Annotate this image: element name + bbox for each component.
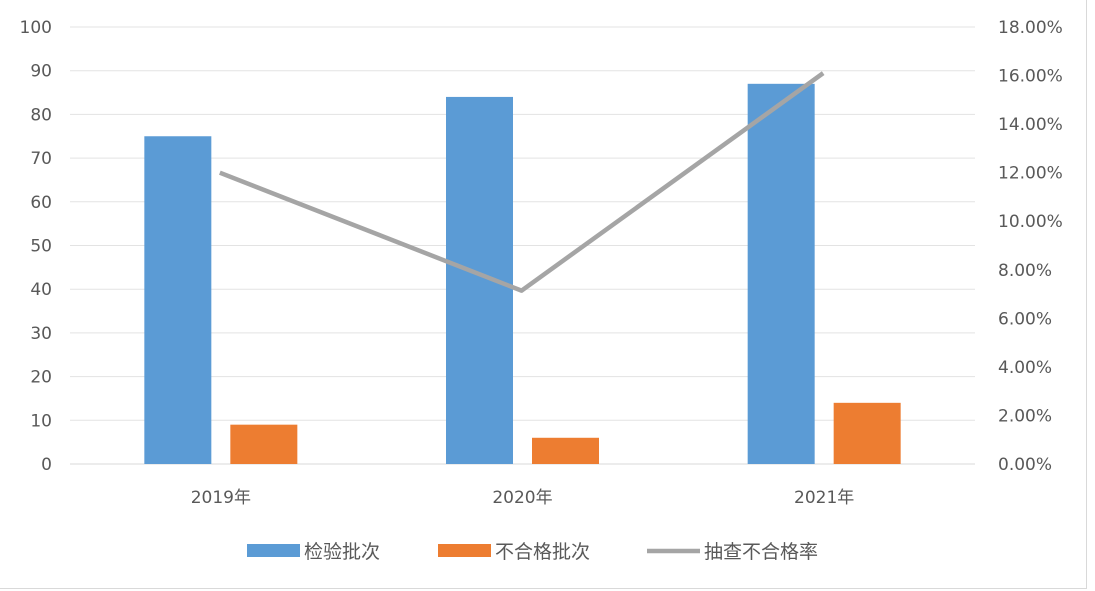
x-tick-label: 2021年 — [794, 488, 854, 508]
y-right-tick-label: 6.00% — [998, 309, 1052, 329]
bar-inspected — [144, 136, 212, 464]
y-left-tick-label: 10 — [30, 411, 52, 431]
y-left-tick-label: 20 — [30, 368, 52, 388]
y-right-tick-label: 14.00% — [998, 115, 1063, 135]
y-right-tick-label: 0.00% — [998, 455, 1052, 475]
y-left-tick-label: 80 — [30, 105, 52, 125]
y-right-tick-label: 10.00% — [998, 212, 1063, 232]
y-left-tick-label: 70 — [30, 149, 52, 169]
y-right-tick-label: 8.00% — [998, 261, 1052, 281]
y-right-tick-label: 4.00% — [998, 358, 1052, 378]
bar-failed — [532, 437, 599, 464]
y-left-tick-label: 50 — [30, 237, 52, 257]
x-tick-label: 2020年 — [492, 488, 552, 508]
bar-failed — [833, 402, 901, 464]
legend-failed-label: 不合格批次 — [495, 541, 590, 563]
bar-inspected — [747, 83, 815, 464]
x-tick-label: 2019年 — [191, 488, 251, 508]
line-fail-rate — [219, 71, 825, 293]
y-right-tick-label: 2.00% — [998, 406, 1052, 426]
y-left-tick-label: 30 — [30, 324, 52, 344]
y-left-tick-label: 100 — [20, 18, 52, 38]
y-right-tick-label: 16.00% — [998, 67, 1063, 87]
legend-inspected-label: 检验批次 — [304, 541, 380, 563]
bar-inspected — [446, 96, 513, 465]
y-right-tick-label: 18.00% — [998, 18, 1063, 38]
y-left-tick-label: 60 — [30, 193, 52, 213]
bar-failed — [230, 424, 298, 464]
y-right-tick-label: 12.00% — [998, 164, 1063, 184]
legend-fail-rate-label: 抽查不合格率 — [704, 541, 818, 563]
y-left-tick-label: 0 — [41, 455, 52, 475]
y-left-tick-label: 40 — [30, 280, 52, 300]
y-left-tick-label: 90 — [30, 62, 52, 82]
legend-inspected-swatch — [247, 544, 300, 557]
legend-failed-swatch — [438, 544, 491, 557]
